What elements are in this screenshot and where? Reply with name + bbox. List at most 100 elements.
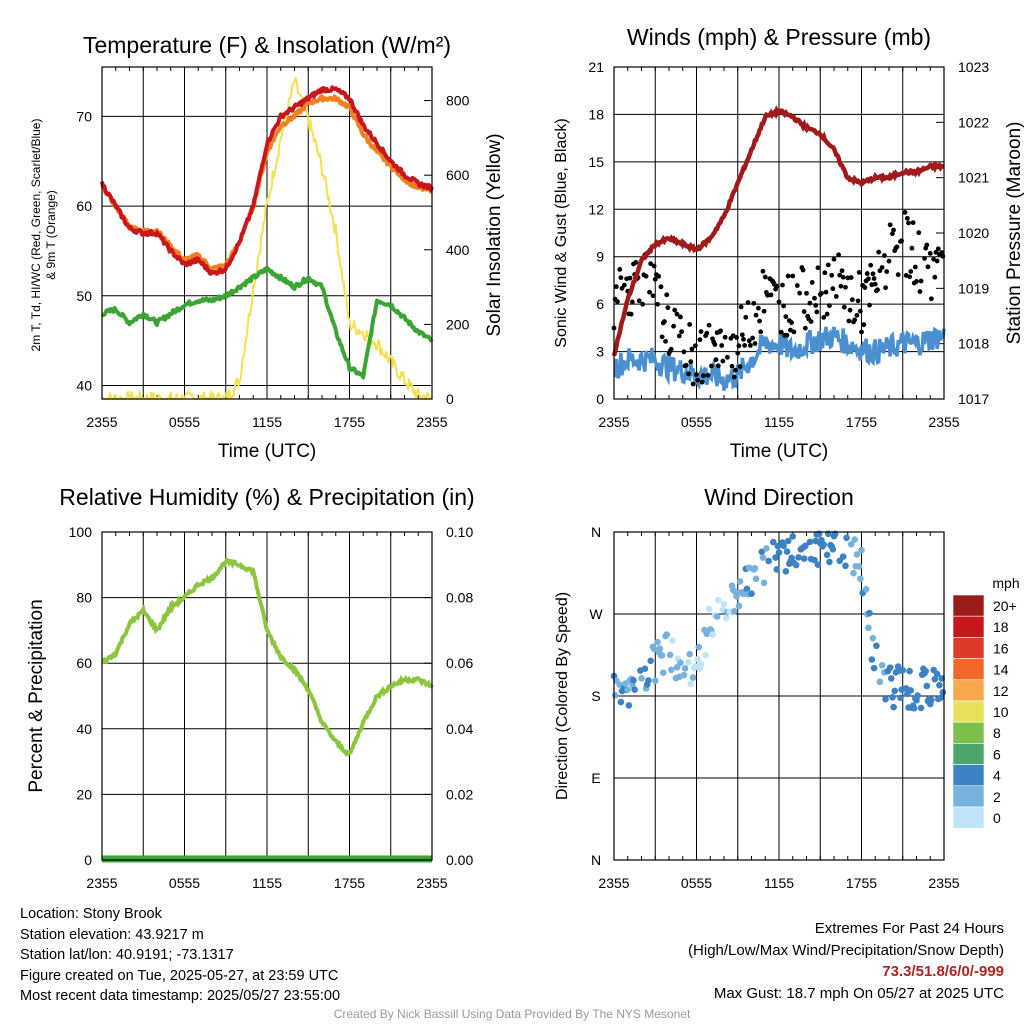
winds-gust-point bbox=[659, 334, 665, 340]
direction-point bbox=[868, 656, 876, 663]
direction-point bbox=[865, 624, 872, 632]
extremes-title: Extremes For Past 24 Hours bbox=[814, 920, 1004, 937]
winds-y-tick-label: 15 bbox=[588, 154, 604, 170]
credit-text: Created By Nick Bassill Using Data Provi… bbox=[333, 1007, 691, 1021]
direction-x-tick-label: 2355 bbox=[928, 875, 959, 891]
direction-point bbox=[917, 704, 925, 712]
direction-point bbox=[862, 586, 870, 593]
winds-gust-point bbox=[713, 357, 719, 363]
winds-gust-point bbox=[802, 325, 808, 331]
direction-point bbox=[853, 551, 861, 558]
winds-gust-point bbox=[738, 304, 744, 310]
winds-gust-point bbox=[916, 230, 922, 236]
winds-gust-point bbox=[768, 292, 774, 298]
direction-point bbox=[928, 696, 935, 704]
humidity-y-tick-label: 60 bbox=[76, 655, 92, 671]
winds-gust-point bbox=[774, 283, 780, 289]
temperature-y-tick-label: 70 bbox=[76, 108, 92, 124]
winds-gust-point bbox=[847, 307, 853, 313]
winds-gust-point bbox=[823, 289, 829, 295]
speed-legend-swatch bbox=[952, 743, 985, 765]
winds-gust-point bbox=[613, 284, 619, 290]
winds-gust-point bbox=[854, 312, 860, 318]
direction-point bbox=[923, 682, 931, 690]
winds-gust-point bbox=[871, 276, 877, 281]
winds-gust-point bbox=[815, 265, 821, 271]
direction-y-tick-label: N bbox=[591, 852, 601, 868]
humidity-y-tick-label: 20 bbox=[76, 786, 92, 802]
winds-gust-point bbox=[736, 343, 742, 349]
direction-point bbox=[773, 566, 781, 573]
winds-y2-tick-label: 1021 bbox=[958, 170, 989, 186]
winds-gust-point bbox=[933, 249, 939, 255]
direction-point bbox=[897, 694, 904, 702]
winds-gust-point bbox=[912, 264, 918, 270]
winds-gust-point bbox=[664, 292, 670, 298]
direction-x-tick-label: 1755 bbox=[846, 875, 877, 891]
speed-legend-label: 6 bbox=[993, 746, 1001, 762]
direction-point bbox=[651, 677, 659, 685]
direction-point bbox=[937, 694, 944, 702]
winds-y-tick-label: 0 bbox=[596, 391, 604, 407]
winds-gust-point bbox=[643, 273, 649, 279]
direction-point bbox=[906, 667, 913, 675]
temperature-y2label: Solar Insolation (Yellow) bbox=[484, 133, 505, 336]
winds-gust-point bbox=[875, 287, 880, 293]
winds-x-tick-label: 2355 bbox=[598, 414, 629, 430]
winds-gust-point bbox=[647, 289, 652, 295]
direction-point bbox=[784, 537, 792, 545]
winds-gust-point bbox=[697, 337, 703, 343]
winds-gust-point bbox=[781, 303, 786, 309]
winds-y2label: Station Pressure (Maroon) bbox=[1004, 122, 1024, 345]
direction-point bbox=[850, 569, 857, 577]
winds-x-tick-label: 1755 bbox=[846, 414, 877, 430]
direction-point bbox=[666, 651, 674, 659]
winds-y-tick-label: 3 bbox=[596, 344, 604, 360]
winds-gust-point bbox=[662, 319, 667, 324]
direction-point bbox=[922, 667, 929, 675]
winds-gust-point bbox=[904, 215, 910, 221]
winds-y-tick-label: 18 bbox=[588, 106, 604, 122]
winds-ylabel: Sonic Wind & Gust (Blue, Black) bbox=[553, 118, 570, 347]
direction-point bbox=[826, 558, 833, 566]
extremes-values: 73.3/51.8/6/0/-999 bbox=[882, 963, 1004, 980]
humidity-title: Relative Humidity (%) & Precipitation (i… bbox=[59, 484, 474, 510]
winds-panel: Winds (mph) & Pressure (mb) Sonic Wind &… bbox=[553, 24, 1024, 462]
direction-x-tick-label: 0555 bbox=[681, 875, 712, 891]
winds-gust-point bbox=[752, 341, 758, 346]
speed-legend-label: 10 bbox=[993, 704, 1009, 720]
winds-gust-point bbox=[934, 258, 940, 264]
direction-point bbox=[658, 652, 666, 659]
direction-point bbox=[722, 614, 730, 622]
winds-gust-point bbox=[837, 272, 843, 278]
speed-legend-label: 4 bbox=[993, 768, 1001, 784]
speed-legend-label: 0 bbox=[993, 810, 1001, 826]
extremes-subtitle: (High/Low/Max Wind/Precipitation/Snow De… bbox=[688, 941, 1004, 959]
winds-gust-point bbox=[882, 253, 887, 258]
humidity-border bbox=[101, 531, 433, 861]
winds-gust-point bbox=[848, 275, 854, 280]
winds-gust-point bbox=[807, 300, 813, 306]
winds-border bbox=[613, 66, 945, 400]
humidity-panel: Relative Humidity (%) & Precipitation (i… bbox=[26, 484, 475, 891]
direction-point bbox=[873, 642, 880, 650]
direction-point bbox=[697, 661, 705, 668]
direction-point bbox=[870, 664, 878, 672]
humidity-x-tick-label: 0555 bbox=[169, 875, 200, 891]
winds-y-tick-label: 6 bbox=[596, 296, 604, 312]
speed-legend-swatch bbox=[952, 679, 985, 702]
winds-gust-point bbox=[776, 299, 782, 305]
winds-gust-point bbox=[655, 301, 660, 307]
direction-point bbox=[780, 542, 787, 550]
direction-point bbox=[907, 687, 915, 694]
speed-legend-label: 12 bbox=[993, 683, 1009, 699]
winds-gust-point bbox=[849, 297, 855, 303]
direction-point bbox=[878, 661, 886, 669]
direction-point bbox=[855, 563, 863, 570]
winds-y-tick-label: 9 bbox=[596, 249, 604, 265]
winds-gust-point bbox=[679, 329, 685, 335]
direction-point bbox=[667, 666, 675, 674]
temperature-title: Temperature (F) & Insolation (W/m²) bbox=[83, 32, 451, 58]
humidity-y2-tick-label: 0.08 bbox=[446, 590, 473, 606]
